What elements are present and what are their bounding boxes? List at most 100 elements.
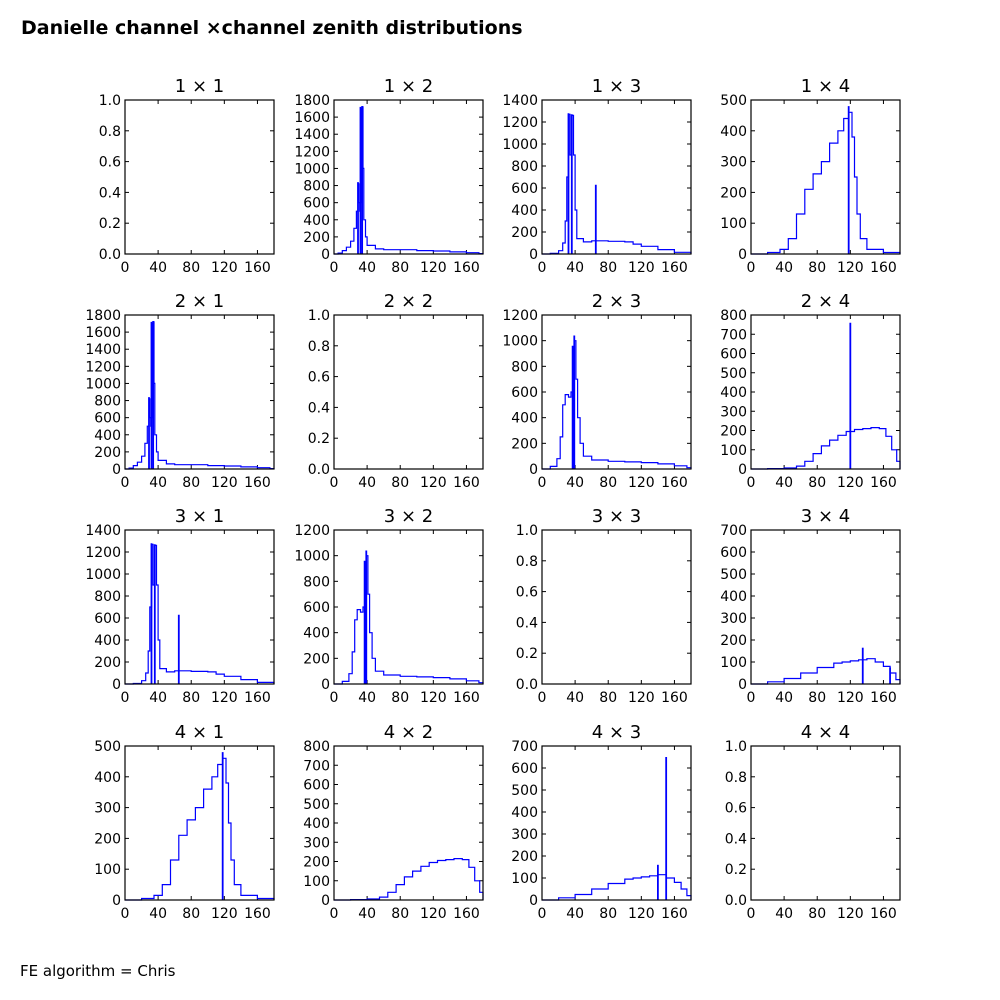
y-tick-label: 1000 xyxy=(294,161,330,177)
y-tick-label: 0 xyxy=(738,677,747,693)
y-tick-label: 700 xyxy=(720,327,747,343)
x-tick-label: 120 xyxy=(420,690,447,706)
subplot-title: 4 × 2 xyxy=(384,722,433,743)
x-tick-label: 40 xyxy=(566,475,584,491)
y-tick-label: 0 xyxy=(112,462,121,478)
subplot-title: 3 × 1 xyxy=(175,506,224,527)
x-tick-label: 160 xyxy=(661,260,688,276)
x-tick-label: 160 xyxy=(870,906,897,922)
y-tick-label: 400 xyxy=(720,589,747,605)
y-tick-label: 300 xyxy=(720,155,747,171)
y-tick-label: 500 xyxy=(720,93,747,109)
subplot-title: 2 × 4 xyxy=(801,291,850,312)
y-tick-label: 100 xyxy=(720,655,747,671)
axes-frame xyxy=(333,99,484,255)
y-tick-label: 200 xyxy=(94,831,121,847)
y-tick-label: 400 xyxy=(94,428,121,444)
y-tick-label: 1.0 xyxy=(308,308,330,324)
subplot-title: 1 × 2 xyxy=(384,76,433,97)
x-tick-label: 160 xyxy=(453,690,480,706)
y-tick-label: 100 xyxy=(720,216,747,232)
subplot-1-3: 1 × 3 0 40 80 120 160 0 200 400 600 800 1000 1200 140… xyxy=(502,76,692,276)
y-tick-label: 0.6 xyxy=(516,585,538,601)
subplot-title: 2 × 2 xyxy=(384,291,433,312)
axes-frame xyxy=(750,529,901,685)
axes-frame xyxy=(750,745,901,901)
y-tick-label: 700 xyxy=(303,758,330,774)
x-tick-label: 160 xyxy=(870,690,897,706)
axes-frame xyxy=(541,99,692,255)
axes-frame xyxy=(541,745,692,901)
histogram-series xyxy=(334,106,484,255)
y-tick-label: 600 xyxy=(94,611,121,627)
x-tick-label: 160 xyxy=(244,906,271,922)
y-tick-label: 700 xyxy=(511,739,538,755)
y-tick-label: 200 xyxy=(720,633,747,649)
y-tick-label: 1400 xyxy=(294,127,330,143)
axes-frame xyxy=(333,529,484,685)
y-tick-label: 200 xyxy=(94,655,121,671)
subplot-title: 1 × 1 xyxy=(175,76,224,97)
y-tick-label: 1600 xyxy=(85,325,121,341)
y-tick-label: 0.6 xyxy=(725,801,747,817)
subplot-3-1: 3 × 1 0 40 80 120 160 0 200 400 600 800 1000 1200 140… xyxy=(85,506,275,706)
y-tick-label: 400 xyxy=(720,124,747,140)
x-tick-label: 80 xyxy=(599,690,617,706)
y-tick-label: 400 xyxy=(94,633,121,649)
y-tick-label: 1600 xyxy=(294,110,330,126)
y-tick-label: 300 xyxy=(720,404,747,420)
y-tick-label: 800 xyxy=(94,394,121,410)
y-tick-label: 0 xyxy=(321,893,330,909)
y-tick-label: 1.0 xyxy=(725,739,747,755)
x-tick-label: 120 xyxy=(211,690,238,706)
x-tick-label: 0 xyxy=(121,906,130,922)
x-tick-label: 40 xyxy=(149,475,167,491)
subplot-title: 4 × 3 xyxy=(592,722,641,743)
y-tick-label: 0.2 xyxy=(99,216,121,232)
axes-frame xyxy=(333,745,484,901)
axes-frame xyxy=(124,745,275,901)
subplot-title: 4 × 1 xyxy=(175,722,224,743)
x-tick-label: 160 xyxy=(244,260,271,276)
y-tick-label: 200 xyxy=(94,445,121,461)
y-tick-label: 400 xyxy=(303,626,330,642)
x-tick-label: 120 xyxy=(420,260,447,276)
y-tick-label: 200 xyxy=(303,651,330,667)
y-tick-label: 100 xyxy=(303,874,330,890)
y-tick-label: 1200 xyxy=(85,545,121,561)
y-tick-label: 1000 xyxy=(294,549,330,565)
y-tick-label: 600 xyxy=(303,600,330,616)
x-tick-label: 120 xyxy=(628,475,655,491)
y-tick-label: 1200 xyxy=(502,308,538,324)
histogram-series xyxy=(334,858,484,901)
y-tick-label: 1200 xyxy=(502,115,538,131)
y-tick-label: 500 xyxy=(303,797,330,813)
x-tick-label: 0 xyxy=(121,260,130,276)
y-tick-label: 0 xyxy=(112,677,121,693)
y-tick-label: 100 xyxy=(94,862,121,878)
y-tick-label: 1.0 xyxy=(516,523,538,539)
x-tick-label: 40 xyxy=(149,690,167,706)
x-tick-label: 0 xyxy=(747,475,756,491)
x-tick-label: 0 xyxy=(538,690,547,706)
axes-frame xyxy=(750,314,901,470)
y-tick-label: 800 xyxy=(303,574,330,590)
subplot-2-2: 2 × 2 0 40 80 120 160 0.0 0.2 0.4 0.6 0.8 1.0 xyxy=(308,291,484,491)
x-tick-label: 160 xyxy=(661,475,688,491)
figure-title: Danielle channel ×channel zenith distrib… xyxy=(21,17,523,39)
y-tick-label: 0.8 xyxy=(99,124,121,140)
y-tick-label: 600 xyxy=(303,778,330,794)
x-tick-label: 160 xyxy=(244,475,271,491)
x-tick-label: 80 xyxy=(599,260,617,276)
y-tick-label: 800 xyxy=(303,739,330,755)
subplot-3-3: 3 × 3 0 40 80 120 160 0.0 0.2 0.4 0.6 0.8 1.0 xyxy=(516,506,692,706)
y-tick-label: 600 xyxy=(511,761,538,777)
x-tick-label: 160 xyxy=(453,475,480,491)
y-tick-label: 0.6 xyxy=(308,370,330,386)
x-tick-label: 160 xyxy=(453,906,480,922)
y-tick-label: 1.0 xyxy=(99,93,121,109)
y-tick-label: 400 xyxy=(303,816,330,832)
x-tick-label: 120 xyxy=(211,260,238,276)
histogram-series xyxy=(334,555,484,685)
y-tick-label: 600 xyxy=(720,347,747,363)
